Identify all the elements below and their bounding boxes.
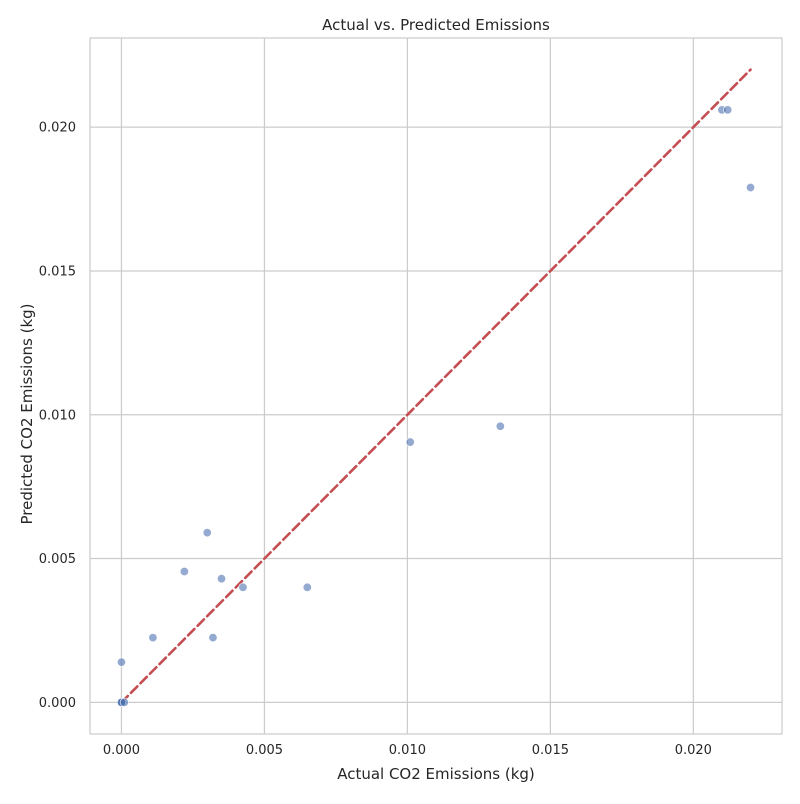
chart-title: Actual vs. Predicted Emissions: [322, 16, 550, 34]
data-point: [302, 582, 312, 592]
x-tick-label: 0.005: [246, 743, 283, 758]
data-point: [723, 105, 733, 115]
grid-layer: [90, 38, 782, 734]
y-axis-label: Predicted CO2 Emissions (kg): [18, 303, 36, 524]
reference-line: [120, 68, 752, 704]
data-point: [405, 437, 415, 447]
reference-line-layer: [120, 68, 752, 704]
data-point: [208, 633, 218, 643]
x-axis-label: Actual CO2 Emissions (kg): [337, 765, 535, 783]
data-point: [119, 697, 129, 707]
x-tick-label: 0.010: [389, 743, 426, 758]
data-point: [202, 528, 212, 538]
data-point: [746, 183, 756, 193]
plot-frame: [89, 37, 783, 735]
data-point: [238, 582, 248, 592]
y-tick-label: 0.015: [39, 264, 76, 279]
x-tick-label: 0.000: [103, 743, 140, 758]
data-point: [148, 633, 158, 643]
x-tick-label: 0.020: [675, 743, 712, 758]
y-tick-label: 0.000: [39, 696, 76, 711]
y-tick-label: 0.005: [39, 552, 76, 567]
data-point: [217, 574, 227, 584]
tick-label-layer: 0.000 0.005 0.010 0.015 0.020 0.000 0.005 0.010…: [39, 121, 712, 758]
data-point: [495, 421, 505, 431]
data-point: [116, 657, 126, 667]
data-point: [179, 567, 189, 577]
x-tick-label: 0.015: [532, 743, 569, 758]
y-tick-label: 0.010: [39, 408, 76, 423]
y-tick-label: 0.020: [39, 121, 76, 136]
points-layer: [116, 105, 756, 707]
